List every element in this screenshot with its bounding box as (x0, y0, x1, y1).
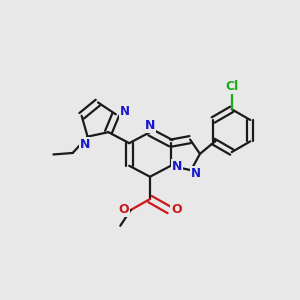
Text: N: N (120, 105, 130, 118)
Text: O: O (171, 202, 182, 216)
Text: O: O (118, 202, 129, 216)
Text: N: N (191, 167, 201, 180)
Text: Cl: Cl (225, 80, 238, 93)
Text: N: N (145, 119, 155, 132)
Text: N: N (80, 138, 90, 151)
Text: N: N (172, 160, 182, 173)
